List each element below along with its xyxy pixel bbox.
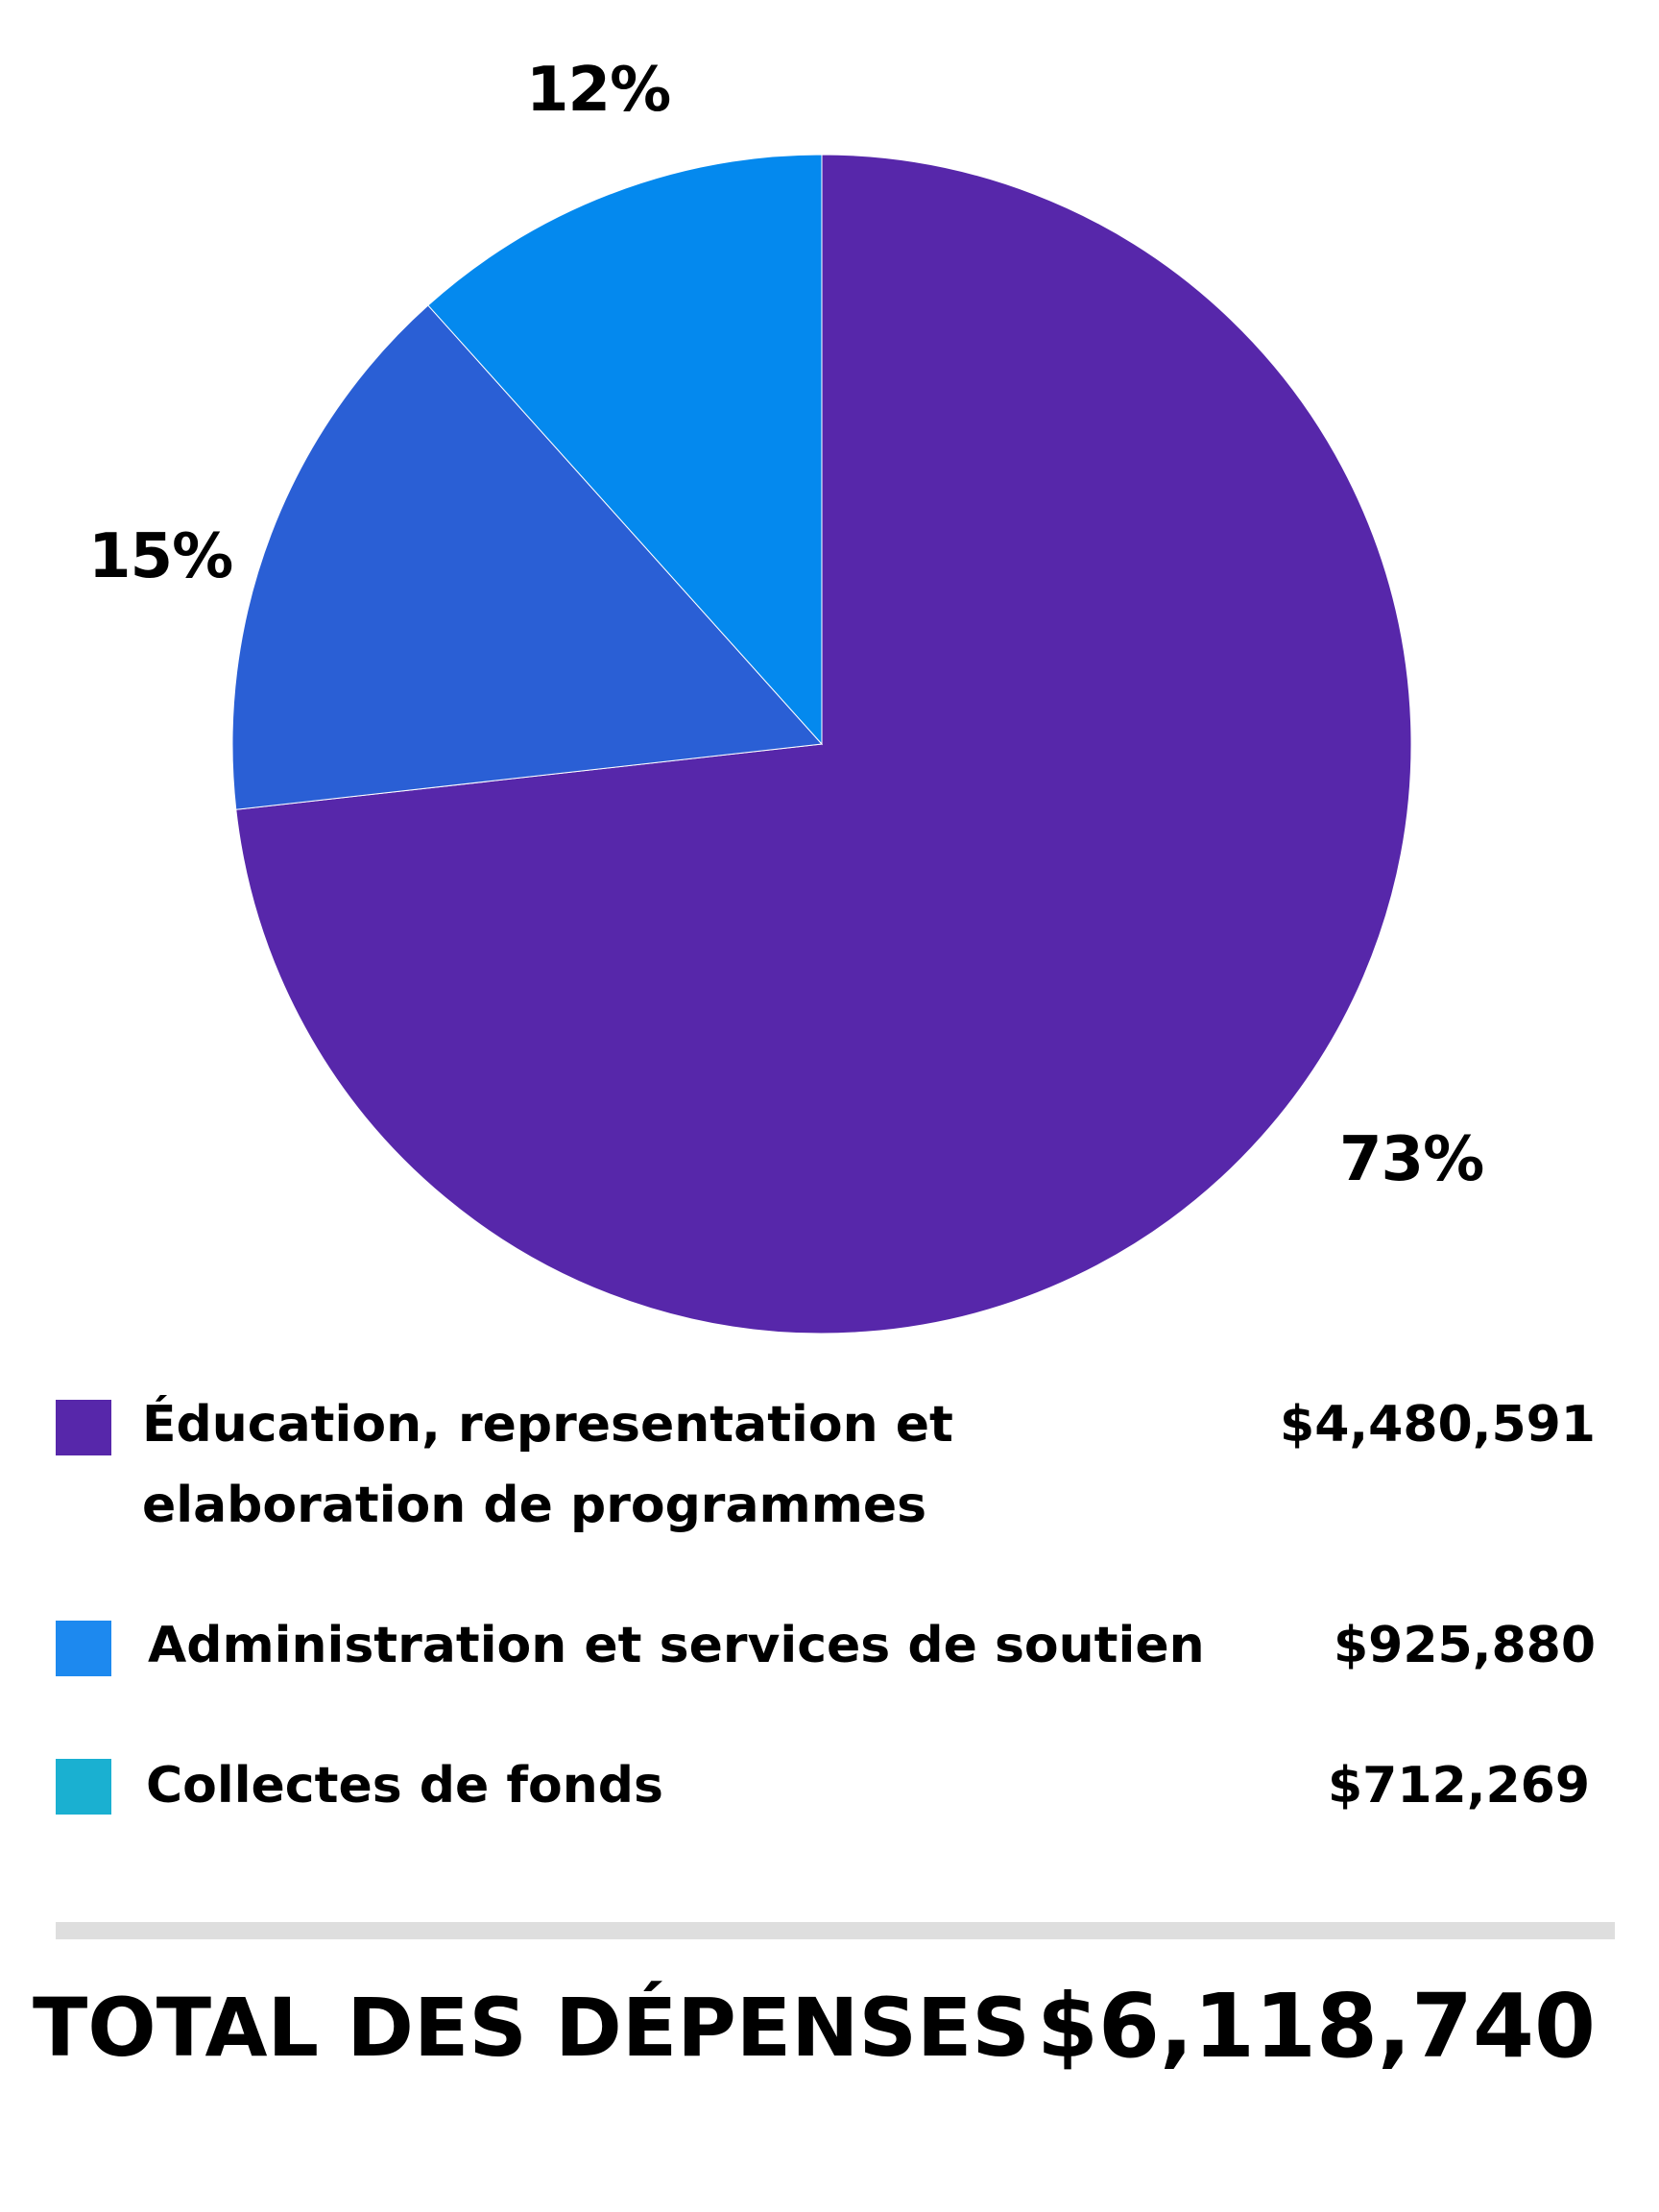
pie-slice-administration [231, 304, 824, 810]
legend-label-fundraising: Collectes de fonds [146, 1757, 663, 1815]
total-divider [56, 1922, 1615, 1939]
legend-label-administration: Administration et services de soutien [148, 1617, 1205, 1674]
slice-percent-label-education: 73% [1339, 1124, 1484, 1195]
slice-percent-label-administration: 15% [88, 521, 233, 592]
slice-percent-label-fundraising: 12% [526, 55, 671, 126]
legend-swatch-administration [56, 1621, 111, 1676]
total-value: $6,118,740 [1036, 1975, 1596, 2078]
pie-slice-fundraising [427, 154, 823, 746]
legend-label-education: Éducation, representation et elaboration… [142, 1396, 953, 1534]
pie-chart [231, 154, 1412, 1334]
legend-value-administration: $925,880 [1333, 1617, 1596, 1674]
total-label: TOTAL DES DÉPENSES [33, 1981, 1030, 2075]
legend-swatch-education [56, 1400, 111, 1455]
legend-value-education: $4,480,591 [1280, 1396, 1596, 1454]
legend-swatch-fundraising [56, 1759, 111, 1815]
pie-slice-education [235, 154, 1412, 1334]
legend-value-fundraising: $712,269 [1327, 1757, 1590, 1815]
